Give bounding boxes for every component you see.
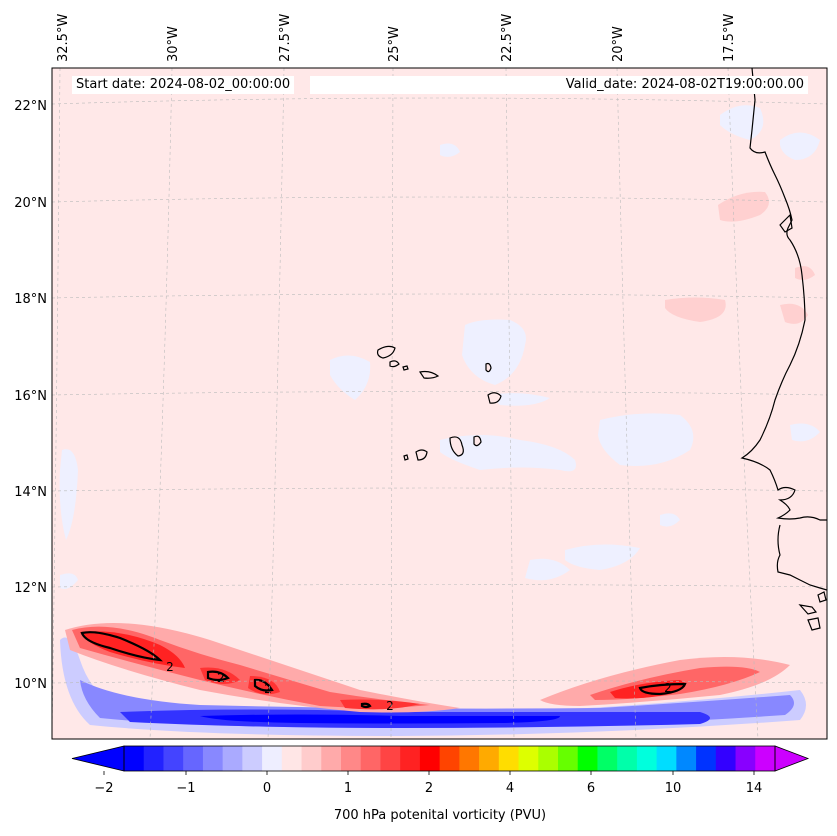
gridlines xyxy=(52,68,827,739)
colorbar-cell xyxy=(321,746,342,771)
svg-text:30°W: 30°W xyxy=(166,26,181,62)
svg-text:2: 2 xyxy=(386,699,394,713)
valid-date-label: Valid_date: 2024-08-02T19:00:00.00 xyxy=(310,76,808,94)
colorbar-cell xyxy=(538,746,559,771)
svg-text:32.5°W: 32.5°W xyxy=(56,14,71,62)
svg-text:0: 0 xyxy=(263,781,271,796)
colorbar-cell xyxy=(380,746,401,771)
colorbar-cell xyxy=(202,746,224,771)
map-frame xyxy=(51,67,828,740)
svg-text:6: 6 xyxy=(587,781,595,796)
svg-text:2: 2 xyxy=(664,681,672,695)
colorbar-cell xyxy=(143,746,164,771)
colorbar-cell xyxy=(597,746,618,771)
colorbar-cell xyxy=(419,746,441,771)
colorbar-cell xyxy=(262,746,283,771)
colorbar-frame xyxy=(123,745,776,772)
pv-contour-labels: 2 2 2 2 2 xyxy=(166,660,672,713)
svg-text:22.5°W: 22.5°W xyxy=(500,14,515,62)
svg-text:25°W: 25°W xyxy=(387,26,402,62)
colorbar-cell xyxy=(360,746,381,771)
colorbar-cell xyxy=(558,746,579,771)
svg-text:14: 14 xyxy=(746,781,763,796)
svg-text:−2: −2 xyxy=(94,781,113,796)
colorbar-max-extend xyxy=(774,745,810,772)
colorbar-cell xyxy=(577,746,598,771)
svg-text:10°N: 10°N xyxy=(14,677,47,692)
colorbar-cell xyxy=(281,746,303,771)
colorbar: −2 −1 0 1 2 4 6 10 14 xyxy=(71,745,810,796)
colorbar-cells xyxy=(124,746,776,771)
svg-text:22°N: 22°N xyxy=(14,99,47,114)
colorbar-cell xyxy=(124,746,145,771)
colorbar-cell xyxy=(479,746,500,771)
longitude-labels: 32.5°W 30°W 27.5°W 25°W 22.5°W 20°W 17.5… xyxy=(56,14,737,62)
colorbar-cell xyxy=(400,746,421,771)
colorbar-tick-labels: −2 −1 0 1 2 4 6 10 14 xyxy=(94,781,762,796)
svg-text:20°W: 20°W xyxy=(611,26,626,62)
svg-text:−1: −1 xyxy=(176,781,195,796)
colorbar-cell xyxy=(735,746,756,771)
coastline xyxy=(740,68,827,631)
svg-text:1: 1 xyxy=(344,781,352,796)
colorbar-cell xyxy=(439,746,460,771)
svg-text:17.5°W: 17.5°W xyxy=(722,14,737,62)
colorbar-cell xyxy=(696,746,717,771)
pv-negative-band xyxy=(60,637,806,736)
colorbar-cell xyxy=(755,746,776,771)
svg-text:2: 2 xyxy=(166,660,174,674)
svg-text:12°N: 12°N xyxy=(14,581,47,596)
colorbar-cell xyxy=(636,746,658,771)
colorbar-ticks xyxy=(103,771,755,775)
colorbar-cell xyxy=(301,746,322,771)
svg-text:2: 2 xyxy=(217,671,225,685)
colorbar-cell xyxy=(183,746,204,771)
colorbar-cell xyxy=(715,746,737,771)
colorbar-cell xyxy=(656,746,677,771)
pv-2-contours xyxy=(80,631,687,709)
colorbar-min-extend xyxy=(71,745,125,772)
pv-light-positive-patches xyxy=(665,191,815,324)
colorbar-title: 700 hPa potenital vorticity (PVU) xyxy=(333,808,547,823)
colorbar-cell xyxy=(498,746,520,771)
latitude-labels: 22°N 20°N 18°N 16°N 14°N 12°N 10°N xyxy=(14,99,47,692)
colorbar-cell xyxy=(459,746,480,771)
cape-verde-islands xyxy=(376,345,502,461)
colorbar-cell xyxy=(222,746,243,771)
svg-text:2: 2 xyxy=(264,682,272,696)
svg-text:18°N: 18°N xyxy=(14,292,47,307)
start-date-label: Start date: 2024-08-02_00:00:00 xyxy=(72,76,295,94)
svg-text:10: 10 xyxy=(665,781,682,796)
pv-field-background xyxy=(52,68,827,739)
svg-text:16°N: 16°N xyxy=(14,389,47,404)
svg-text:2: 2 xyxy=(425,781,433,796)
svg-text:27.5°W: 27.5°W xyxy=(278,14,293,62)
svg-text:4: 4 xyxy=(506,781,514,796)
svg-text:14°N: 14°N xyxy=(14,485,47,500)
colorbar-cell xyxy=(242,746,263,771)
colorbar-cell xyxy=(163,746,184,771)
colorbar-cell xyxy=(676,746,697,771)
colorbar-cell xyxy=(617,746,638,771)
colorbar-cell xyxy=(341,746,362,771)
colorbar-cell xyxy=(518,746,539,771)
svg-text:20°N: 20°N xyxy=(14,196,47,211)
